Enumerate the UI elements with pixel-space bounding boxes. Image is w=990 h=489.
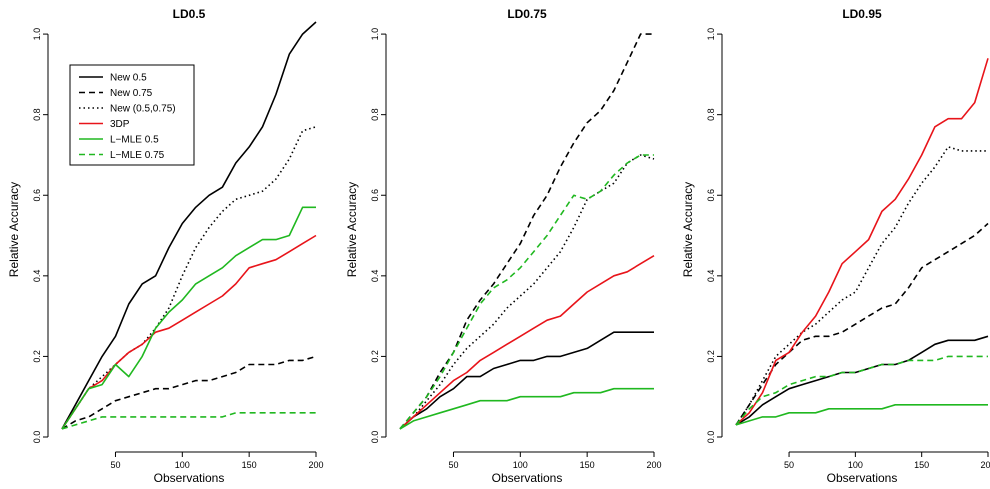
legend-box — [69, 64, 195, 166]
legend: New 0.5 New 0.75 New (0.5,0.75) 3DP L−MLE 0.… — [69, 64, 195, 166]
legend-entry-l-mle-0-75: L−MLE 0.75 — [110, 150, 165, 161]
y-tick-label: 0.2 — [32, 350, 42, 363]
y-tick-label: 0.0 — [370, 431, 380, 444]
x-axis-label: Observations — [154, 471, 225, 485]
y-tick-label: 0.8 — [706, 108, 716, 121]
x-axis-label: Observations — [827, 471, 898, 485]
legend-entry-3dp: 3DP — [110, 119, 130, 130]
y-tick-label: 0.2 — [706, 350, 716, 363]
x-tick-label: 200 — [308, 460, 323, 470]
y-tick-label: 0.6 — [370, 189, 380, 202]
series-line-3dp — [399, 255, 655, 430]
series-line-new-0-75 — [735, 222, 989, 426]
x-tick-label: 100 — [848, 460, 863, 470]
y-tick-label: 0.8 — [32, 108, 42, 121]
series-line-new-0-5 — [61, 21, 317, 430]
panel-1: LD0.5 0.0 0.2 0.4 0.6 0.8 1.0 50 100 150 200 Observ… — [7, 7, 324, 485]
y-tick-label: 1.0 — [370, 28, 380, 41]
y-tick-label: 0.4 — [32, 270, 42, 283]
series-line-new-0-5-0-75 — [61, 126, 317, 430]
y-tick-label: 0.8 — [370, 108, 380, 121]
series-line-3dp — [735, 58, 989, 426]
series-line-new-0-75 — [61, 355, 317, 430]
x-tick-label: 200 — [980, 460, 990, 470]
panel-title: LD0.75 — [507, 7, 547, 21]
y-tick-label: 0.2 — [370, 350, 380, 363]
x-tick-label: 100 — [513, 460, 528, 470]
x-tick-label: 50 — [110, 460, 120, 470]
panel-title: LD0.95 — [842, 7, 882, 21]
x-axis-label: Observations — [492, 471, 563, 485]
legend-entry-new-0-75: New 0.75 — [110, 88, 153, 99]
series-line-new-0-75 — [399, 33, 654, 430]
y-axis-label: Relative Accuracy — [7, 182, 21, 277]
panel-2: LD0.75 0.0 0.2 0.4 0.6 0.8 1.0 50 100 150 200 Obser… — [345, 7, 662, 485]
series-line-l-mle-0-75 — [61, 411, 316, 430]
series-line-3dp — [61, 234, 317, 430]
series-line-new-0-5 — [399, 331, 654, 430]
panel-3: LD0.95 0.0 0.2 0.4 0.6 0.8 1.0 50 100 150 200 Obser… — [681, 7, 990, 485]
y-tick-label: 0.6 — [32, 189, 42, 202]
y-tick-label: 1.0 — [32, 28, 42, 41]
y-axis-label: Relative Accuracy — [345, 182, 359, 277]
y-tick-label: 0.4 — [370, 270, 380, 283]
series-line-new-0-5 — [735, 335, 989, 426]
x-tick-label: 200 — [646, 460, 661, 470]
y-tick-label: 0.0 — [706, 431, 716, 444]
series-line-new-0-5-0-75 — [399, 154, 655, 430]
x-tick-label: 150 — [242, 460, 257, 470]
x-tick-label: 150 — [580, 460, 595, 470]
series-line-l-mle-0-5 — [399, 387, 654, 430]
y-tick-label: 0.0 — [32, 431, 42, 444]
series-line-l-mle-0-5 — [61, 206, 316, 430]
y-axis-label: Relative Accuracy — [681, 182, 695, 277]
x-tick-label: 150 — [914, 460, 929, 470]
x-tick-label: 50 — [784, 460, 794, 470]
legend-entry-new-0-5: New 0.5 — [110, 73, 147, 84]
x-tick-label: 100 — [175, 460, 190, 470]
y-tick-label: 1.0 — [706, 28, 716, 41]
y-tick-label: 0.6 — [706, 189, 716, 202]
series-line-l-mle-0-75 — [735, 355, 988, 426]
panel-title: LD0.5 — [173, 7, 206, 21]
y-tick-label: 0.4 — [706, 270, 716, 283]
series-line-l-mle-0-75 — [399, 154, 654, 430]
legend-entry-l-mle-0-5: L−MLE 0.5 — [110, 135, 159, 146]
series-line-new-0-5-0-75 — [735, 146, 988, 426]
x-tick-label: 50 — [448, 460, 458, 470]
legend-entry-new-0-5-0-75: New (0.5,0.75) — [110, 104, 176, 115]
series-line-l-mle-0-5 — [735, 403, 988, 426]
